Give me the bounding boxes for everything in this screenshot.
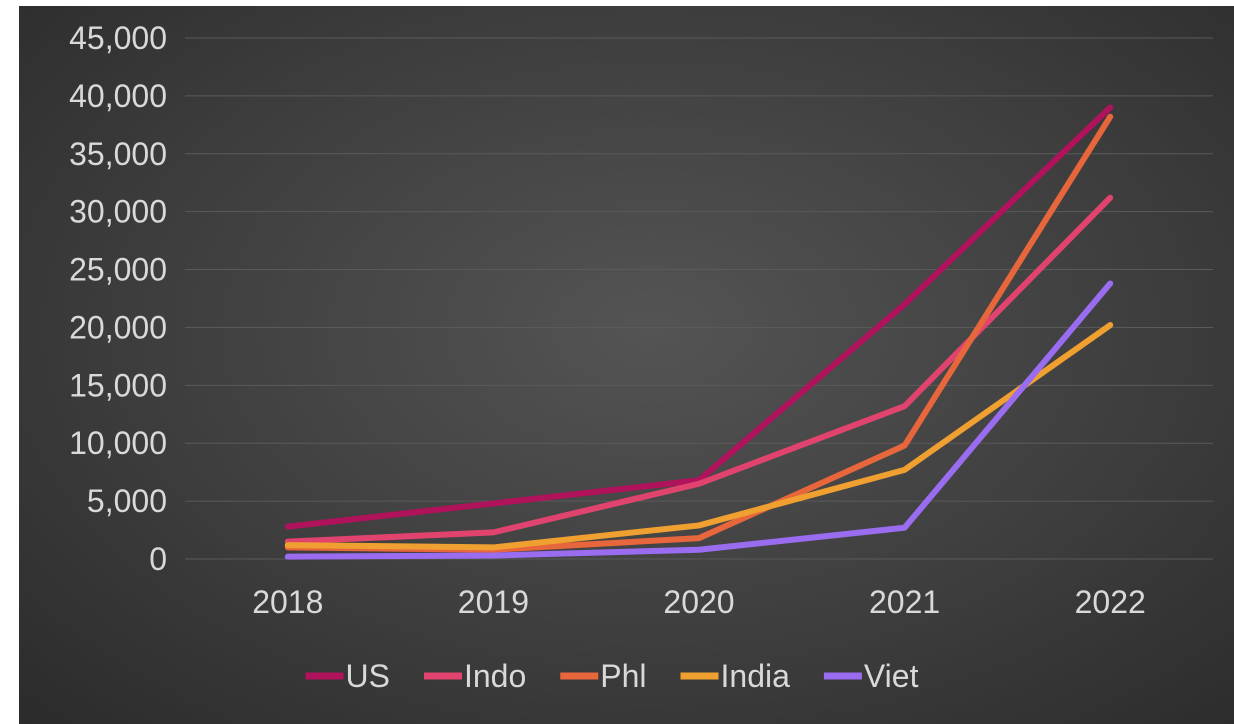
y-tick-label: 0: [149, 541, 167, 577]
x-tick-label: 2019: [458, 584, 529, 620]
legend: US Indo Phl India Viet: [305, 658, 919, 694]
y-tick-label: 15,000: [69, 367, 167, 403]
y-tick-label: 35,000: [69, 136, 167, 172]
y-tick-label: 5,000: [87, 483, 167, 519]
x-tick-label: 2022: [1075, 584, 1146, 620]
y-tick-label: 30,000: [69, 194, 167, 230]
y-tick-label: 10,000: [69, 425, 167, 461]
y-axis-ticks: 0 5,000 10,000 15,000 20,000 25,000 30,000 35,0…: [69, 20, 167, 577]
x-tick-label: 2018: [252, 584, 323, 620]
chart-area: [19, 6, 1234, 724]
legend-label-viet: Viet: [864, 658, 919, 694]
legend-label-us: US: [346, 658, 390, 694]
y-tick-label: 20,000: [69, 309, 167, 345]
legend-label-india: India: [721, 658, 791, 694]
x-tick-label: 2020: [663, 584, 734, 620]
y-tick-label: 40,000: [69, 78, 167, 114]
x-tick-label: 2021: [869, 584, 940, 620]
series-line-us: [284, 104, 1114, 530]
y-tick-label: 25,000: [69, 252, 167, 288]
series-lines: [284, 104, 1114, 560]
series-line-viet: [284, 280, 1114, 560]
gridlines: [185, 37, 1213, 560]
y-tick-label: 45,000: [69, 20, 167, 56]
series-line-india: [284, 322, 1114, 551]
legend-label-phl: Phl: [600, 658, 646, 694]
x-axis-ticks: 2018 2019 2020 2021 2022: [252, 584, 1146, 620]
series-line-indo: [284, 194, 1114, 545]
legend-label-indo: Indo: [464, 658, 526, 694]
